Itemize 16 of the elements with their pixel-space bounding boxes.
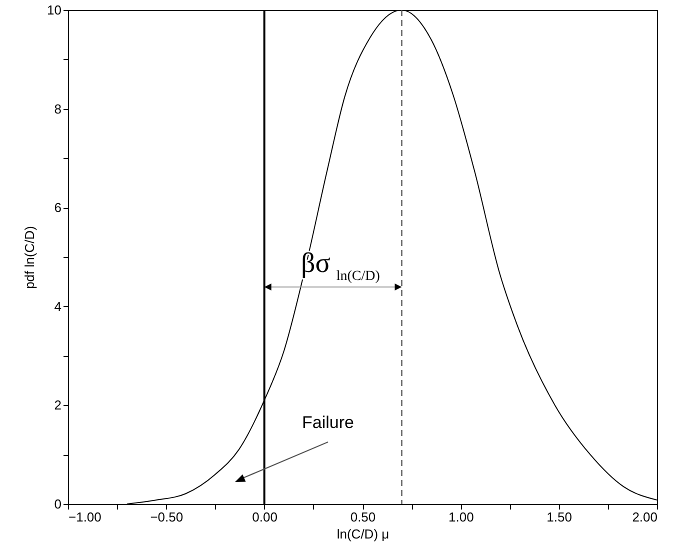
x-axis-title: ln(C/D) μ: [336, 526, 390, 542]
y-tick-label: 0: [54, 496, 62, 512]
x-tick-label: 1.00: [448, 510, 474, 524]
x-tick-label: 0.50: [350, 510, 376, 524]
y-tick-label: 4: [54, 298, 62, 314]
annotation: Failure: [302, 413, 354, 432]
y-tick-label: 2: [54, 398, 62, 413]
y-tick-label: 10: [47, 2, 62, 18]
y-tick-label: 6: [54, 200, 62, 216]
y-axis-title: pdf ln(C/D): [22, 226, 38, 289]
y-tick-label: 8: [54, 101, 62, 116]
x-tick-label: 2.00: [632, 510, 658, 524]
x-tick-label: −0.50: [150, 510, 184, 524]
x-tick-label: 1.50: [546, 510, 572, 524]
x-tick-label: −1.00: [68, 510, 102, 524]
x-tick-label: 0.00: [252, 510, 278, 524]
